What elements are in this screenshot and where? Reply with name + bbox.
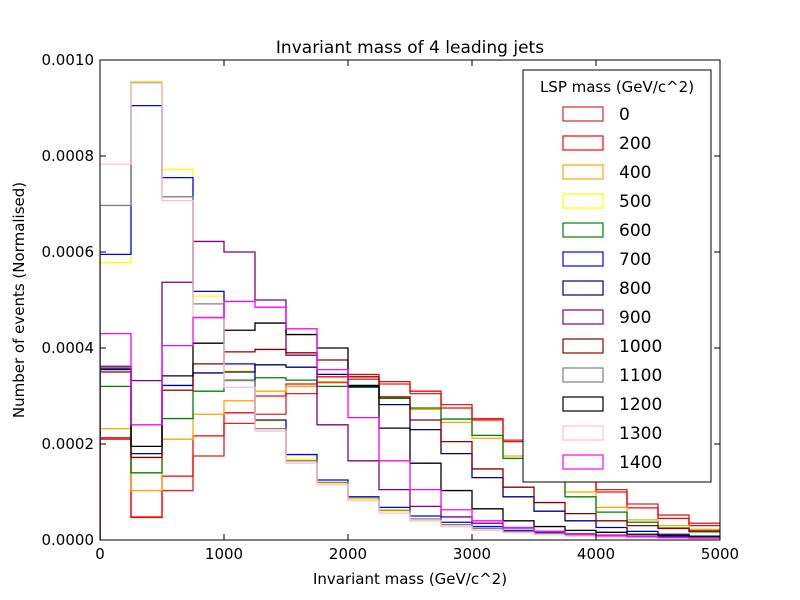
legend-item-200: 200 bbox=[562, 134, 651, 154]
legend-label: 1300 bbox=[619, 424, 662, 444]
legend-label: 700 bbox=[619, 250, 651, 270]
chart-title: Invariant mass of 4 leading jets bbox=[276, 38, 544, 58]
legend-items: 0 200 400 500 600 700 800 900 1000 1100 1200 1300 14… bbox=[562, 105, 662, 473]
x-tick-label: 5000 bbox=[701, 545, 739, 563]
series-line-1200 bbox=[100, 322, 720, 540]
series-line-1300 bbox=[100, 82, 720, 540]
legend-item-0: 0 bbox=[562, 105, 630, 125]
legend-item-600: 600 bbox=[562, 221, 651, 241]
legend-swatch bbox=[562, 367, 604, 383]
legend-item-700: 700 bbox=[562, 250, 651, 270]
plot-frame bbox=[99, 59, 721, 541]
legend-label: 800 bbox=[619, 279, 651, 299]
series-layer bbox=[100, 80, 720, 540]
x-tick-label: 3000 bbox=[453, 545, 491, 563]
legend-swatch bbox=[562, 164, 604, 180]
legend-label: 500 bbox=[619, 192, 651, 212]
x-tick-label: 2000 bbox=[329, 545, 367, 563]
x-tick-label: 4000 bbox=[577, 545, 615, 563]
y-tick-label: 0.0004 bbox=[42, 339, 95, 357]
legend-swatch bbox=[562, 222, 604, 238]
legend-title: LSP mass (GeV/c^2) bbox=[540, 78, 694, 96]
series-line-1400 bbox=[100, 300, 720, 540]
x-axis-label: Invariant mass (GeV/c^2) bbox=[313, 570, 507, 588]
series-line-200 bbox=[100, 373, 720, 540]
legend-swatch bbox=[562, 106, 604, 122]
legend-label: 1200 bbox=[619, 395, 662, 415]
y-axis: 0.0000 0.0002 0.0004 0.0006 0.0008 0.0010 bbox=[42, 51, 720, 549]
legend-item-900: 900 bbox=[562, 308, 651, 328]
x-tick-label: 0 bbox=[95, 545, 105, 563]
legend-label: 400 bbox=[619, 163, 651, 183]
legend-label: 200 bbox=[619, 134, 651, 154]
legend-swatch bbox=[562, 135, 604, 151]
y-tick-label: 0.0008 bbox=[42, 147, 95, 165]
x-axis: 0 1000 2000 3000 4000 5000 bbox=[95, 60, 739, 563]
legend-item-1300: 1300 bbox=[562, 424, 662, 444]
legend-item-800: 800 bbox=[562, 279, 651, 299]
legend-label: 1000 bbox=[619, 337, 662, 357]
legend-swatch bbox=[562, 425, 604, 441]
legend-label: 900 bbox=[619, 308, 651, 328]
legend-swatch bbox=[562, 454, 604, 470]
legend-item-1200: 1200 bbox=[562, 395, 662, 415]
y-tick-label: 0.0010 bbox=[42, 51, 95, 69]
y-axis-label: Number of events (Normalised) bbox=[10, 182, 28, 418]
legend-swatch bbox=[562, 251, 604, 267]
x-tick-label: 1000 bbox=[205, 545, 243, 563]
legend-swatch bbox=[562, 280, 604, 296]
legend: LSP mass (GeV/c^2) 0 200 400 500 600 700 800 90… bbox=[522, 69, 712, 483]
legend-item-500: 500 bbox=[562, 192, 651, 212]
legend-item-1100: 1100 bbox=[562, 366, 662, 386]
legend-box bbox=[522, 69, 712, 483]
y-tick-label: 0.0002 bbox=[42, 435, 95, 453]
legend-label: 1400 bbox=[619, 453, 662, 473]
legend-swatch bbox=[562, 193, 604, 209]
legend-label: 600 bbox=[619, 221, 651, 241]
legend-swatch bbox=[562, 338, 604, 354]
legend-item-400: 400 bbox=[562, 163, 651, 183]
legend-item-1400: 1400 bbox=[562, 453, 662, 473]
legend-swatch bbox=[562, 396, 604, 412]
legend-label: 0 bbox=[619, 105, 630, 125]
y-tick-label: 0.0006 bbox=[42, 243, 95, 261]
legend-label: 1100 bbox=[619, 366, 662, 386]
legend-item-1000: 1000 bbox=[562, 337, 662, 357]
legend-swatch bbox=[562, 309, 604, 325]
y-tick-label: 0.0000 bbox=[42, 531, 95, 549]
